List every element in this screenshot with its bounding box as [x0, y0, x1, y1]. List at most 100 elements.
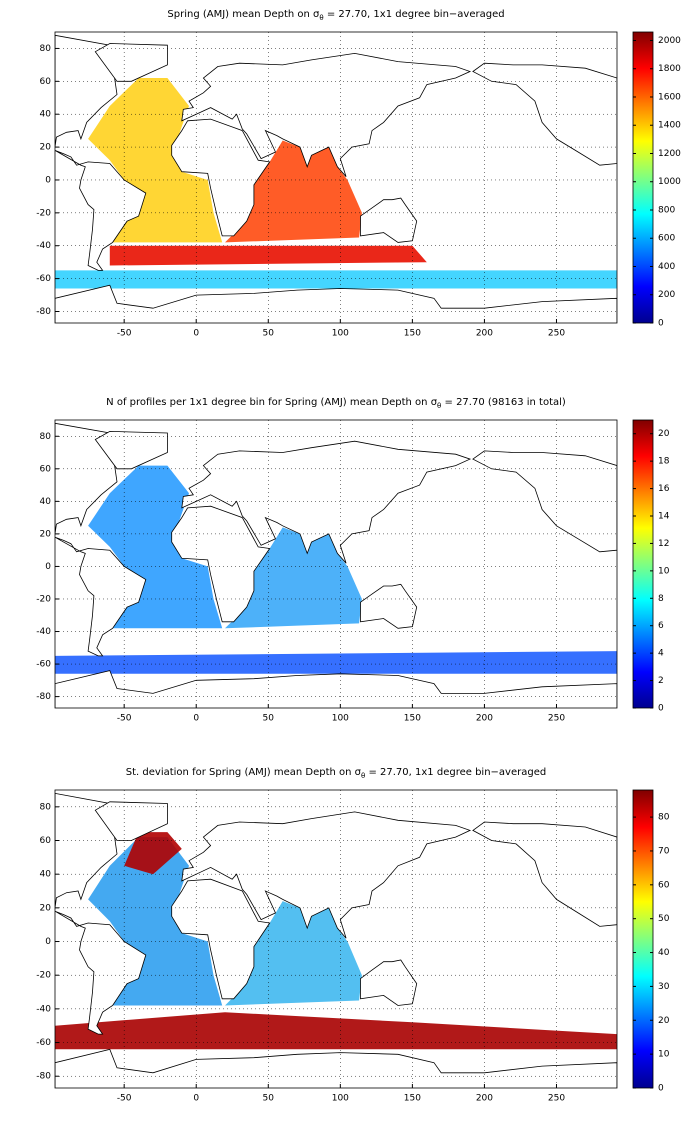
y-tick-label: -40 [36, 1004, 51, 1014]
x-tick-label: 100 [332, 329, 349, 339]
colorbar-label: 1600 [658, 92, 681, 102]
coastline [55, 284, 617, 323]
chart-title: Spring (AMJ) mean Depth on σθ = 27.70, 1… [167, 9, 504, 22]
y-tick-label: 40 [40, 497, 52, 507]
y-tick-label: -60 [36, 1038, 51, 1048]
x-tick-label: 100 [332, 714, 349, 724]
title-part: θ [319, 14, 323, 22]
colorbar-label: 10 [658, 566, 670, 576]
coastline [472, 821, 617, 927]
colorbar-label: 200 [658, 290, 675, 300]
x-tick-label: -50 [117, 714, 132, 724]
coastline [55, 1048, 617, 1088]
x-tick-label: 50 [263, 1094, 275, 1104]
y-tick-label: -20 [36, 208, 51, 218]
y-tick-label: 20 [40, 529, 52, 539]
colorbar-label: 0 [658, 319, 664, 329]
coastline [360, 197, 418, 243]
title-part: = 27.70 (98163 in total) [441, 397, 566, 408]
x-tick-label: 150 [404, 1094, 421, 1104]
colorbar-label: 12 [658, 539, 669, 549]
y-tick-label: -80 [36, 307, 51, 317]
colorbar-label: 1800 [658, 64, 681, 74]
plot-frame [54, 31, 618, 324]
x-tick-label: 0 [193, 1094, 199, 1104]
map-area [55, 792, 617, 1088]
map-panel: St. deviation for Spring (AMJ) mean Dept… [36, 767, 669, 1104]
title-part: = 27.70, 1x1 degree bin−averaged [365, 767, 546, 778]
y-tick-label: 20 [40, 143, 52, 153]
title-part: St. deviation for Spring (AMJ) mean Dept… [126, 767, 362, 778]
colorbar-label: 0 [658, 704, 664, 714]
title-part: Spring (AMJ) mean Depth on σ [167, 9, 320, 20]
colorbar-label: 2 [658, 676, 664, 686]
title-part: = 27.70, 1x1 degree bin−averaged [324, 9, 505, 20]
y-tick-label: 0 [45, 562, 51, 572]
coastline [55, 150, 147, 271]
colorbar-label: 16 [658, 484, 670, 494]
y-tick-label: 60 [40, 464, 52, 474]
plot-frame [54, 789, 618, 1089]
colorbar-label: 70 [658, 846, 670, 856]
data-field [124, 832, 182, 875]
map-area [55, 422, 617, 708]
y-tick-label: 40 [40, 870, 52, 880]
colorbar-label: 400 [658, 262, 675, 272]
x-tick-label: 100 [332, 1094, 349, 1104]
y-tick-label: 0 [45, 937, 51, 947]
y-tick-label: 40 [40, 110, 52, 120]
x-tick-label: 250 [548, 1094, 565, 1104]
coastline [472, 450, 617, 553]
colorbar-label: 1200 [658, 149, 681, 159]
coastline [181, 811, 472, 939]
colorbar [632, 789, 654, 1089]
x-tick-label: 250 [548, 329, 565, 339]
colorbar-label: 60 [658, 880, 670, 890]
coastline [55, 910, 147, 1035]
colorbar-label: 1400 [658, 121, 681, 131]
y-tick-label: -40 [36, 627, 51, 637]
data-field [55, 270, 617, 289]
x-tick-label: 0 [193, 714, 199, 724]
y-tick-label: -40 [36, 241, 51, 251]
chart-title: St. deviation for Spring (AMJ) mean Dept… [126, 767, 546, 780]
colorbar [632, 419, 654, 709]
coastline [181, 440, 472, 564]
coastline [171, 505, 271, 623]
map-panel: N of profiles per 1x1 degree bin for Spr… [36, 397, 669, 724]
y-tick-label: -60 [36, 274, 51, 284]
coastline [360, 583, 418, 629]
data-field [88, 78, 223, 243]
y-tick-label: 60 [40, 77, 52, 87]
colorbar [632, 31, 654, 324]
y-tick-label: -20 [36, 971, 51, 981]
colorbar-label: 20 [658, 429, 670, 439]
coastline [360, 959, 418, 1006]
map-area [55, 34, 617, 323]
x-tick-label: 50 [263, 329, 275, 339]
colorbar-label: 10 [658, 1050, 670, 1060]
x-tick-label: 250 [548, 714, 565, 724]
map-panel: Spring (AMJ) mean Depth on σθ = 27.70, 1… [36, 9, 681, 339]
y-tick-label: 80 [40, 802, 52, 812]
y-tick-label: 60 [40, 836, 52, 846]
y-tick-label: -80 [36, 1072, 51, 1082]
colorbar-label: 30 [658, 982, 670, 992]
colorbar-label: 4 [658, 649, 664, 659]
y-tick-label: -80 [36, 692, 51, 702]
x-tick-label: 150 [404, 714, 421, 724]
chart-title: N of profiles per 1x1 degree bin for Spr… [106, 397, 566, 410]
x-tick-label: 150 [404, 329, 421, 339]
title-part: N of profiles per 1x1 degree bin for Spr… [106, 397, 438, 408]
x-tick-label: 0 [193, 329, 199, 339]
coastline [472, 62, 617, 166]
colorbar-label: 18 [658, 457, 670, 467]
coastline [171, 878, 271, 1000]
colorbar-label: 6 [658, 621, 664, 631]
colorbar-label: 40 [658, 948, 670, 958]
y-tick-label: 80 [40, 44, 52, 54]
title-part: θ [437, 402, 441, 410]
colorbar-label: 600 [658, 234, 675, 244]
x-tick-label: 50 [263, 714, 275, 724]
